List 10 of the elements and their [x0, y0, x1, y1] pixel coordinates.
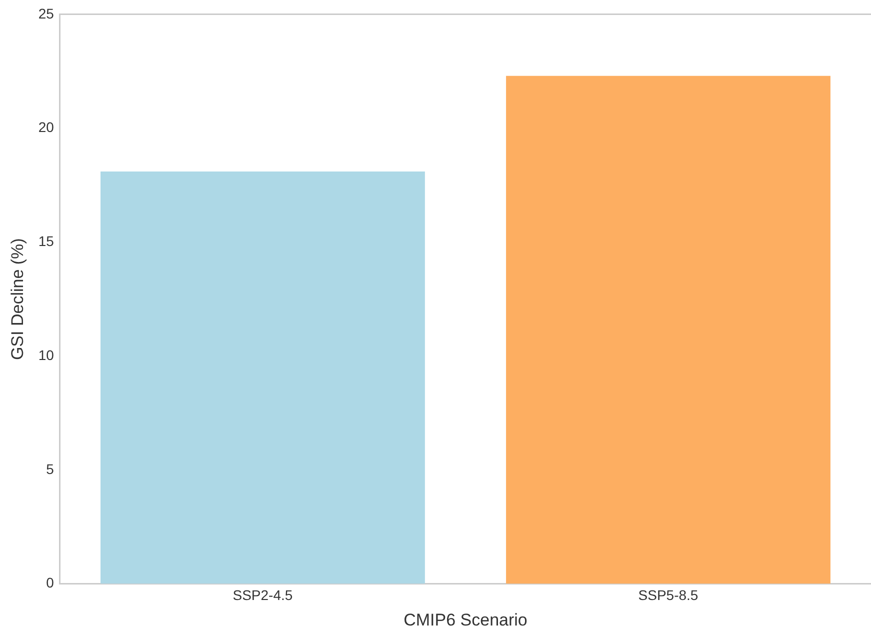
y-tick-label: 10: [38, 346, 54, 363]
y-tick-label: 5: [46, 460, 54, 477]
x-axis-title: CMIP6 Scenario: [404, 610, 528, 630]
y-tick-label: 20: [38, 119, 54, 136]
y-tick-label: 25: [38, 5, 54, 22]
y-tick-label: 15: [38, 233, 54, 250]
x-tick-label: SSP2-4.5: [232, 587, 293, 604]
x-tick-label: SSP5-8.5: [638, 587, 698, 604]
y-tick-label: 0: [46, 574, 54, 591]
y-axis-title: GSI Decline (%): [8, 238, 27, 360]
